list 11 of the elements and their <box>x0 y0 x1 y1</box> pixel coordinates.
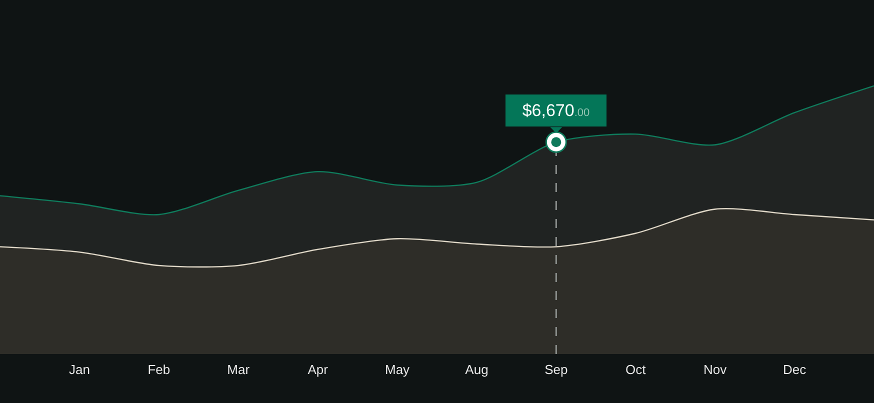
x-tick-label: May <box>384 362 410 377</box>
x-tick-label: Dec <box>782 362 807 377</box>
x-tick-label: Aug <box>465 362 488 377</box>
x-tick-label: Feb <box>148 362 170 377</box>
x-tick-label: Mar <box>227 362 250 377</box>
x-tick-label: Apr <box>308 362 329 377</box>
x-tick-label: Jan <box>68 362 90 377</box>
x-tick-label: Sep <box>544 362 568 377</box>
x-tick-label: Oct <box>626 362 646 377</box>
x-tick-label: Nov <box>704 362 728 377</box>
annotation: $6,670.00 <box>522 101 590 120</box>
